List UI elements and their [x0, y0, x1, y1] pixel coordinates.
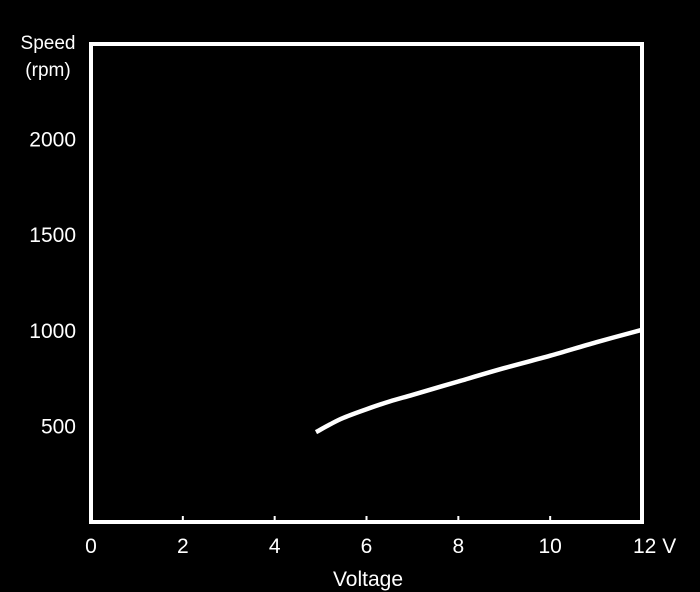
- y-tick-label: 500: [41, 415, 76, 438]
- x-tick-labels: 0 2 4 6 8 10 12 V: [85, 535, 676, 558]
- x-axis-label: Voltage: [333, 568, 403, 591]
- y-tick-label: 1500: [29, 224, 76, 247]
- x-tick-label: 8: [452, 535, 464, 558]
- series-layer: [314, 327, 643, 435]
- grid-lines: [93, 138, 640, 428]
- y-tick-label: 1000: [29, 320, 76, 343]
- x-tick-label: 12 V: [633, 535, 676, 558]
- x-ticks: [181, 516, 552, 522]
- x-tick-label: 0: [85, 535, 97, 558]
- series-line: [314, 327, 643, 435]
- y-tick-labels: 500 1000 1500 2000: [29, 129, 76, 439]
- y-tick-label: 2000: [29, 129, 76, 152]
- x-tick-label: 6: [361, 535, 373, 558]
- y-axis-label-line1: Speed: [21, 33, 76, 54]
- x-tick-label: 4: [269, 535, 281, 558]
- x-tick-label: 2: [177, 535, 189, 558]
- plot-frame: [89, 42, 644, 524]
- x-tick-label: 10: [538, 535, 561, 558]
- y-axis-label-line2: (rpm): [25, 60, 70, 81]
